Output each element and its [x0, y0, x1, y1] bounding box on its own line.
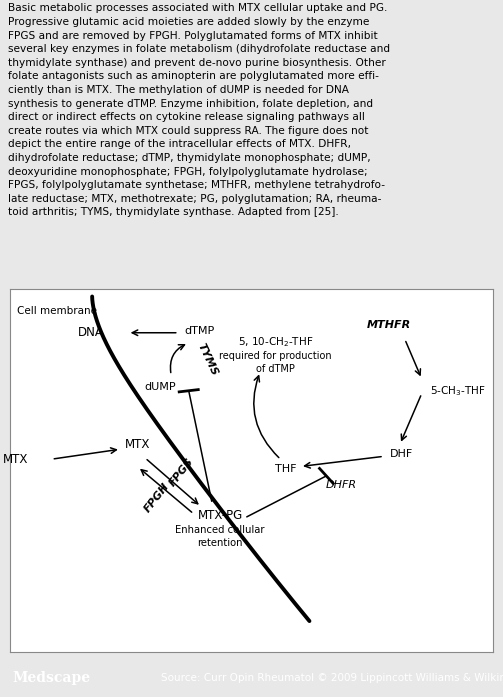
Text: MTX: MTX	[3, 453, 28, 466]
Text: required for production: required for production	[219, 351, 332, 361]
Text: Cell membrane: Cell membrane	[17, 305, 97, 316]
Text: 5-CH$_3$-THF: 5-CH$_3$-THF	[430, 384, 486, 397]
Text: THF: THF	[275, 464, 296, 474]
Text: Medscape: Medscape	[13, 671, 91, 685]
Text: DNA: DNA	[78, 326, 104, 339]
Text: retention: retention	[197, 538, 243, 548]
Text: MTX: MTX	[125, 438, 151, 451]
Text: FPGS: FPGS	[167, 457, 196, 489]
Text: Basic metabolic processes associated with MTX cellular uptake and PG.
Progressiv: Basic metabolic processes associated wit…	[8, 3, 390, 217]
Text: Enhanced cellular: Enhanced cellular	[176, 526, 265, 535]
Text: MTHFR: MTHFR	[367, 321, 411, 330]
Text: DHFR: DHFR	[325, 480, 357, 490]
Text: Source: Curr Opin Rheumatol © 2009 Lippincott Williams & Wilkins: Source: Curr Opin Rheumatol © 2009 Lippi…	[161, 673, 503, 683]
Text: TYMS: TYMS	[196, 342, 220, 378]
Text: DHF: DHF	[389, 449, 413, 459]
Text: dTMP: dTMP	[184, 326, 214, 336]
Text: dUMP: dUMP	[144, 382, 176, 392]
Text: MTX-PG: MTX-PG	[198, 510, 243, 522]
Text: of dTMP: of dTMP	[256, 364, 295, 374]
Text: FPGH: FPGH	[143, 481, 172, 514]
Text: 5, 10-CH$_2$-THF: 5, 10-CH$_2$-THF	[238, 335, 313, 348]
